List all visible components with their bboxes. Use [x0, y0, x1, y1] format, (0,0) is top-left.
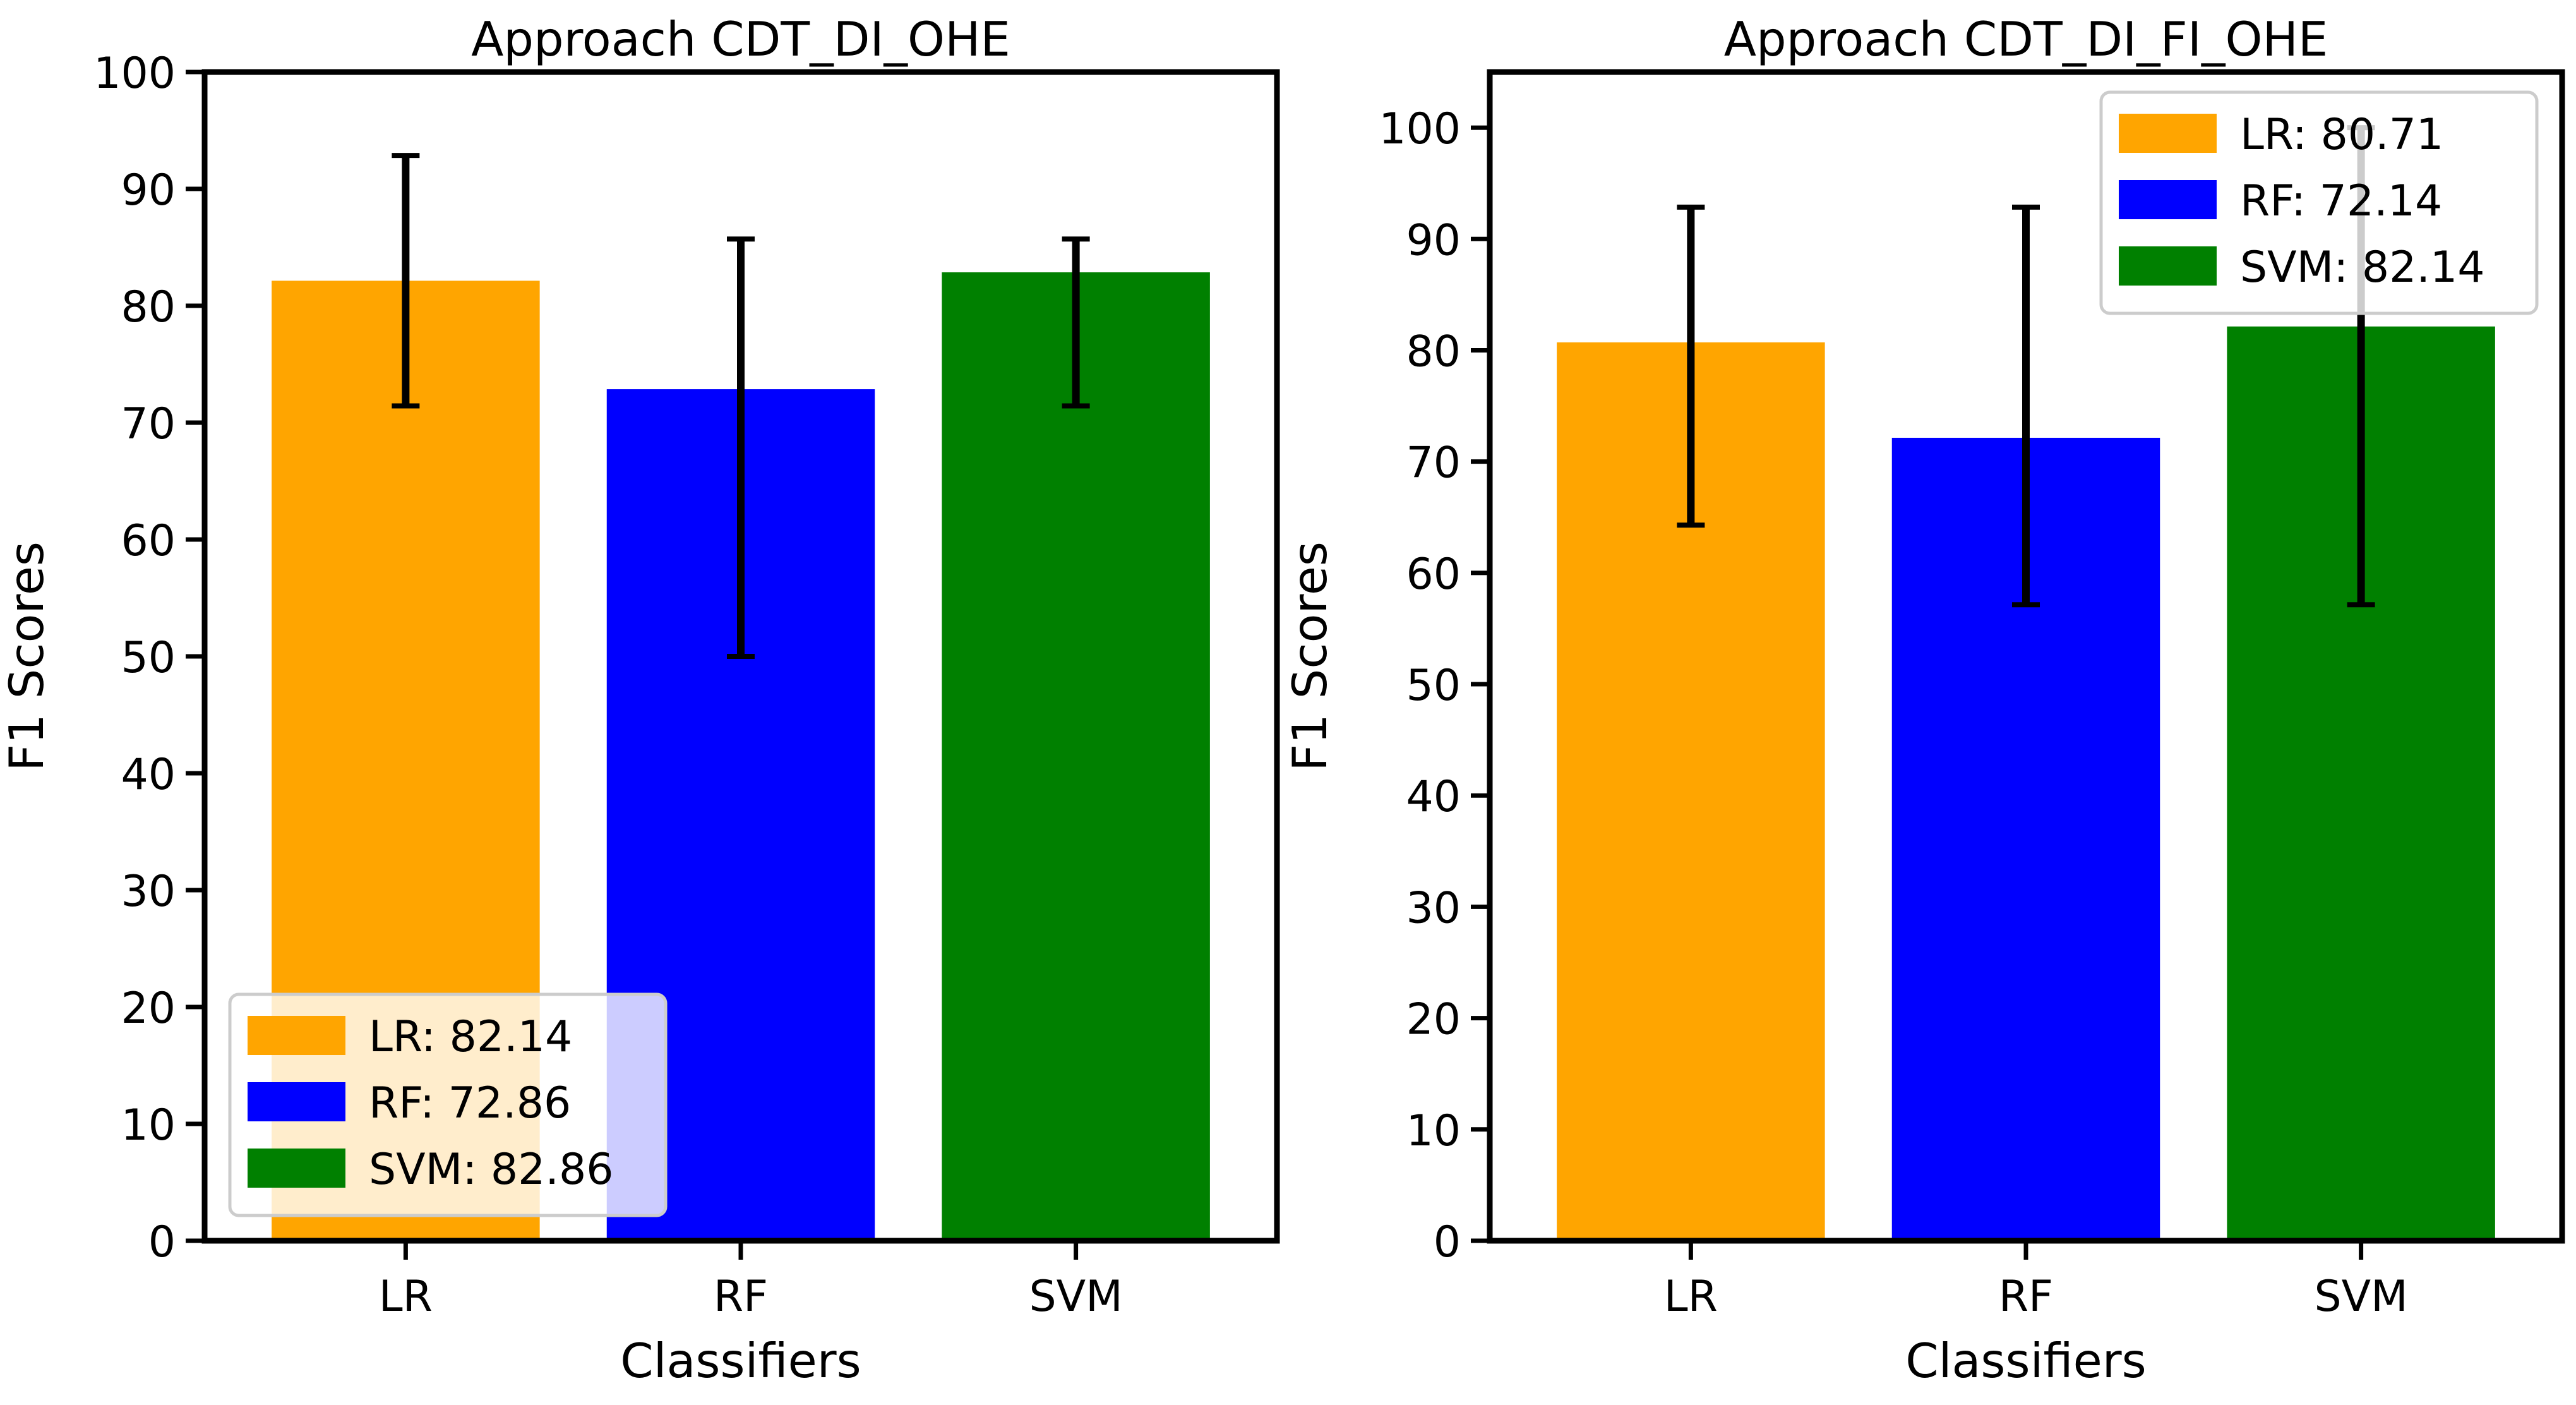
y-tick-label: 90: [1406, 215, 1461, 265]
y-tick-label: 80: [1406, 327, 1461, 377]
legend: LR: 82.14 RF: 72.86 SVM: 82.86: [228, 992, 668, 1217]
x-tick-label: RF: [714, 1272, 768, 1322]
legend-label: RF: 72.14: [2240, 176, 2442, 226]
error-bar-lr: [392, 153, 420, 409]
y-tick-label: 70: [121, 399, 176, 449]
y-tick-label: 60: [121, 516, 176, 566]
legend-item-rf: RF: 72.86: [248, 1078, 571, 1128]
x-tick-label: SVM: [1029, 1272, 1122, 1322]
legend-swatch: [2119, 180, 2217, 219]
chart-2: 0 10 20 30 40 50 60 70 80 90 100 LR RF SVM Approach CD…: [1282, 11, 2565, 1389]
chart-title: Approach CDT_DI_OHE: [471, 11, 1010, 67]
legend-swatch: [2119, 114, 2217, 153]
legend-label: SVM: 82.14: [2240, 243, 2485, 292]
legend-swatch: [248, 1149, 345, 1188]
chart-1: 0 10 20 30 40 50 60 70 80 90 100 LR RF SVM Approach CD…: [0, 11, 1280, 1389]
y-tick-label: 80: [121, 282, 176, 332]
legend-label: RF: 72.86: [369, 1078, 571, 1128]
y-axis-label: F1 Scores: [0, 541, 54, 771]
x-axis-label: Classifiers: [620, 1333, 861, 1389]
error-bar-rf: [2012, 204, 2040, 608]
error-bar-svm: [1062, 236, 1090, 409]
y-tick-label: 40: [1406, 772, 1461, 822]
y-tick-label: 70: [1406, 438, 1461, 488]
y-tick-label: 100: [93, 49, 176, 99]
y-tick-label: 20: [1406, 995, 1461, 1045]
legend: LR: 80.71 RF: 72.14 SVM: 82.14: [2099, 90, 2539, 315]
legend-item-svm: SVM: 82.14: [2119, 243, 2485, 292]
legend-swatch: [248, 1016, 345, 1055]
y-tick-label: 50: [1406, 661, 1461, 711]
error-bar-lr: [1677, 204, 1705, 528]
y-tick-label: 40: [121, 750, 176, 800]
error-bar-rf: [727, 236, 755, 659]
x-tick-label: SVM: [2314, 1272, 2407, 1322]
legend-item-rf: RF: 72.14: [2119, 176, 2442, 226]
y-tick-label: 100: [1379, 104, 1461, 154]
bar-svm: [942, 272, 1210, 1241]
x-tick-label: LR: [1664, 1272, 1718, 1322]
y-tick-label: 0: [1434, 1217, 1461, 1267]
y-tick-label: 0: [148, 1217, 176, 1267]
y-axis-label: F1 Scores: [1282, 541, 1338, 771]
legend-label: SVM: 82.86: [369, 1145, 614, 1195]
x-axis-label: Classifiers: [1905, 1333, 2146, 1389]
y-tick-label: 30: [1406, 883, 1461, 933]
legend-item-svm: SVM: 82.86: [248, 1145, 614, 1195]
y-tick-label: 50: [121, 633, 176, 683]
legend-item-lr: LR: 80.71: [2119, 110, 2443, 160]
legend-label: LR: 82.14: [369, 1012, 572, 1062]
x-tick-label: LR: [379, 1272, 433, 1322]
legend-label: LR: 80.71: [2240, 110, 2443, 160]
chart-title: Approach CDT_DI_FI_OHE: [1724, 11, 2328, 67]
y-tick-label: 10: [121, 1100, 176, 1150]
y-tick-label: 90: [121, 166, 176, 215]
y-tick-label: 60: [1406, 550, 1461, 600]
y-tick-label: 10: [1406, 1106, 1461, 1156]
y-tick-label: 20: [121, 984, 176, 1034]
legend-item-lr: LR: 82.14: [248, 1012, 572, 1062]
legend-swatch: [2119, 246, 2217, 286]
y-tick-label: 30: [121, 867, 176, 917]
x-tick-label: RF: [1999, 1272, 2053, 1322]
legend-swatch: [248, 1082, 345, 1121]
